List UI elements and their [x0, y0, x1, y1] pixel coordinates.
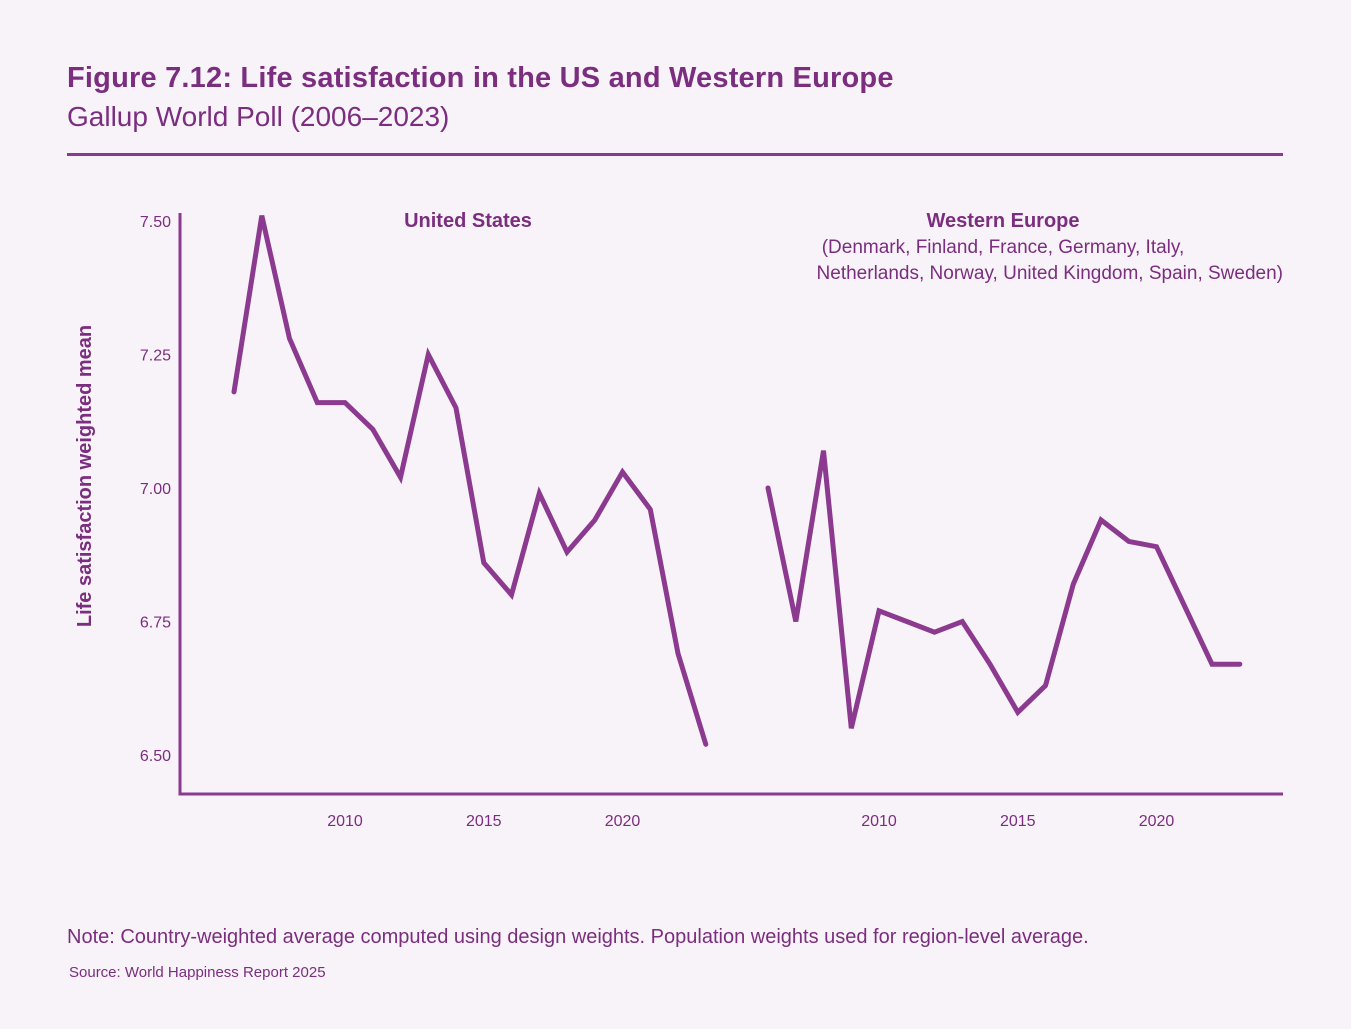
x-tick-label: 2010 [861, 813, 897, 830]
y-axis-label: Life satisfaction weighted mean [74, 325, 96, 627]
panel-subtitle-line: Netherlands, Norway, United Kingdom, Spa… [817, 263, 1283, 284]
figure-title: Figure 7.12: Life satisfaction in the US… [67, 62, 894, 94]
series-lines [231, 215, 1243, 747]
x-tick-label: 2015 [466, 813, 502, 830]
y-tick-label: 6.50 [140, 748, 171, 765]
y-tick-label: 7.25 [140, 348, 171, 365]
header-divider [67, 153, 1283, 156]
panel-title: Western Europe [927, 210, 1080, 232]
panel-subtitle-line: (Denmark, Finland, France, Germany, Ital… [822, 237, 1185, 258]
y-tick-labels: 7.50 7.25 7.00 6.75 6.50 [140, 214, 171, 765]
x-tick-labels: 2010 2015 2020 2010 2015 2020 [327, 813, 1174, 830]
y-tick-label: 7.50 [140, 214, 171, 231]
figure-subtitle: Gallup World Poll (2006–2023) [67, 101, 450, 132]
panel-title: United States [404, 210, 532, 232]
series-line-western-europe [765, 450, 1243, 729]
x-tick-label: 2020 [605, 813, 641, 830]
x-tick-label: 2015 [1000, 813, 1036, 830]
y-tick-label: 6.75 [140, 615, 171, 632]
footnote: Note: Country-weighted average computed … [67, 926, 1089, 948]
series-line-united-states [231, 215, 709, 747]
panel-labels: United States Western Europe (Denmark, Fin… [404, 210, 1283, 284]
axes: Life satisfaction weighted mean [74, 213, 1283, 796]
x-tick-label: 2010 [327, 813, 363, 830]
y-tick-label: 7.00 [140, 481, 171, 498]
x-tick-label: 2020 [1139, 813, 1175, 830]
source-credit: Source: World Happiness Report 2025 [69, 964, 326, 981]
